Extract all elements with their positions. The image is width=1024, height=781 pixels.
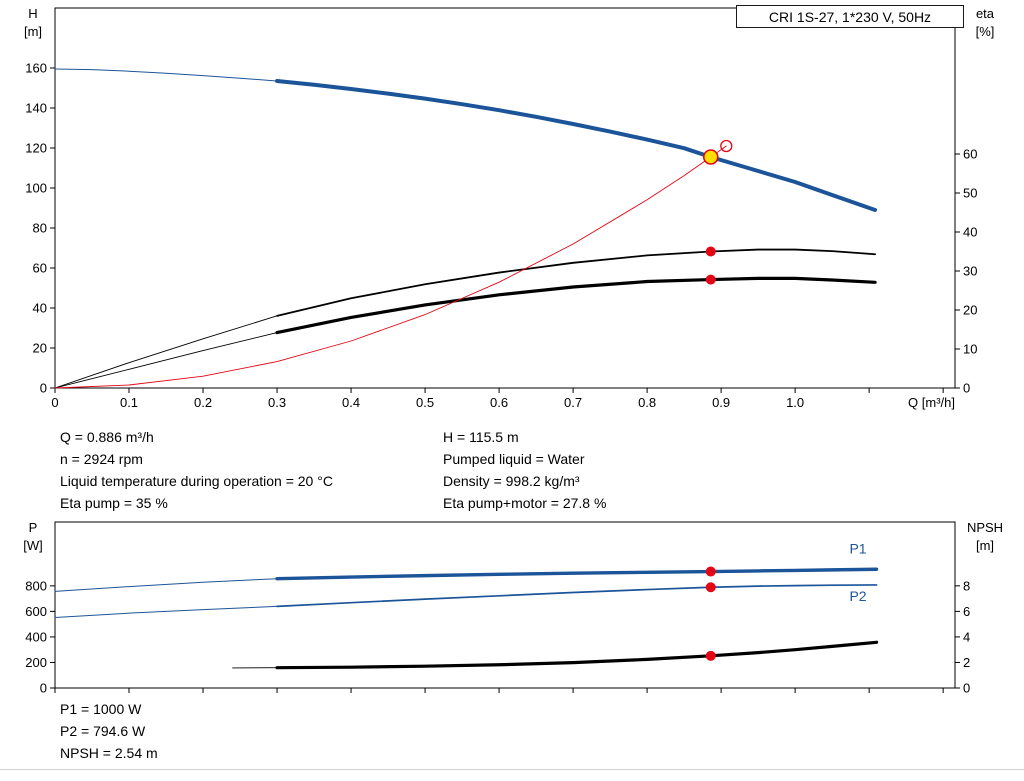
pump-title-box: CRI 1S-27, 1*230 V, 50Hz	[736, 5, 964, 28]
info-line-eta-pump: Eta pump = 35 %	[60, 495, 168, 511]
y-left-tick-label: 800	[25, 578, 47, 593]
p2-point	[705, 582, 716, 593]
y-right-axis-title: [m]	[976, 538, 994, 553]
y-left-axis-title: [W]	[23, 538, 43, 553]
y-right-tick-label: 20	[963, 303, 977, 318]
y-right-axis-title: NPSH	[967, 520, 1003, 535]
y-left-axis-title: P	[29, 520, 38, 535]
x-tick-label: 0.3	[268, 395, 286, 410]
y-left-tick-label: 160	[25, 61, 47, 76]
p1-point	[705, 566, 716, 577]
x-tick-label: 0.7	[564, 395, 582, 410]
y-right-tick-label: 2	[963, 655, 970, 670]
bottom-divider	[0, 769, 1024, 770]
y-left-tick-label: 100	[25, 181, 47, 196]
y-left-tick-label: 200	[25, 655, 47, 670]
h-curve	[275, 79, 878, 212]
plot-frame	[54, 7, 956, 389]
y-right-tick-label: 4	[963, 629, 970, 644]
y-left-tick-label: 60	[33, 261, 47, 276]
y-left-tick-label: 400	[25, 629, 47, 644]
x-tick-label: 0.1	[120, 395, 138, 410]
x-tick-label: 0.4	[342, 395, 360, 410]
y-left-tick-label: 120	[25, 141, 47, 156]
y-left-tick-label: 600	[25, 604, 47, 619]
y-right-tick-label: 8	[963, 578, 970, 593]
p2-label: P2	[849, 588, 866, 604]
y-right-tick-label: 10	[963, 342, 977, 357]
footer-line-p2: P2 = 794.6 W	[60, 723, 146, 739]
eta-pump-motor-curve	[275, 276, 877, 335]
system-curve	[54, 145, 727, 389]
eta-pump-motor-lead	[54, 332, 278, 389]
x-tick-label: 1.0	[786, 395, 804, 410]
npsh-point	[705, 650, 716, 661]
x-tick-label: 0.5	[416, 395, 434, 410]
pump-title: CRI 1S-27, 1*230 V, 50Hz	[768, 8, 932, 25]
info-line-flow: Q = 0.886 m³/h	[60, 429, 154, 445]
y-right-tick-label: 30	[963, 264, 977, 279]
duty-info-left: Q = 0.886 m³/h n = 2924 rpm Liquid tempe…	[60, 426, 333, 514]
footer-line-npsh: NPSH = 2.54 m	[60, 745, 158, 761]
info-line-liquid: Pumped liquid = Water	[443, 451, 585, 467]
p2-lead	[54, 605, 278, 619]
eta-pump-curve	[276, 248, 876, 317]
y-left-tick-label: 0	[40, 381, 47, 396]
x-axis-title: Q [m³/h]	[908, 395, 955, 410]
info-line-temperature: Liquid temperature during operation = 20…	[60, 473, 333, 489]
p1-curve	[275, 567, 879, 581]
y-right-axis-title: [%]	[976, 24, 995, 39]
y-right-tick-label: 0	[963, 381, 970, 396]
y-right-tick-label: 60	[963, 147, 977, 162]
y-left-tick-label: 20	[33, 341, 47, 356]
power-npsh-chart: 0 200 400 600 800 P [W] 0 2 4 6 8 NPSH [m] P1 P2	[23, 520, 1003, 696]
y-right-tick-label: 40	[963, 225, 977, 240]
y-left-tick-label: 0	[40, 681, 47, 696]
y-left-axis-title: H	[28, 6, 37, 21]
info-line-eta-pump-motor: Eta pump+motor = 27.8 %	[443, 495, 607, 511]
duty-info-right: H = 115.5 m Pumped liquid = Water Densit…	[443, 426, 606, 514]
npsh-curve	[275, 640, 879, 670]
eta-pump-lead	[54, 315, 278, 389]
x-tick-label: 0.2	[194, 395, 212, 410]
hq-eta-chart: 0 0.1 0.2 0.3 0.4 0.5 0.6 0.7 0.8 0.9 1.0 Q [m³/h] 0…	[24, 6, 995, 410]
x-tick-label: 0.8	[638, 395, 656, 410]
eta-pump-motor-point	[705, 274, 716, 285]
y-right-axis-title: eta	[976, 6, 995, 21]
info-line-density: Density = 998.2 kg/m³	[443, 473, 580, 489]
y-right-tick-label: 50	[963, 186, 977, 201]
info-line-speed: n = 2924 rpm	[60, 451, 143, 467]
y-left-tick-label: 140	[25, 101, 47, 116]
footer-line-p1: P1 = 1000 W	[60, 701, 142, 717]
y-right-tick-label: 6	[963, 604, 970, 619]
plot-frame	[54, 521, 956, 689]
eta-pump-point	[705, 246, 716, 257]
h-curve-lead	[54, 68, 278, 82]
y-left-axis-title: [m]	[24, 24, 42, 39]
max-flow-point	[720, 139, 733, 153]
duty-point	[702, 149, 719, 165]
p1-label: P1	[849, 540, 866, 556]
p2-curve	[276, 584, 878, 608]
x-tick-label: 0	[51, 395, 58, 410]
power-info: P1 = 1000 W P2 = 794.6 W NPSH = 2.54 m	[60, 698, 158, 764]
y-left-tick-label: 80	[33, 221, 47, 236]
y-right-tick-label: 0	[963, 681, 970, 696]
y-left-tick-label: 40	[33, 301, 47, 316]
x-tick-label: 0.9	[712, 395, 730, 410]
p1-lead	[54, 578, 278, 592]
x-tick-label: 0.6	[490, 395, 508, 410]
info-line-head: H = 115.5 m	[443, 429, 519, 445]
